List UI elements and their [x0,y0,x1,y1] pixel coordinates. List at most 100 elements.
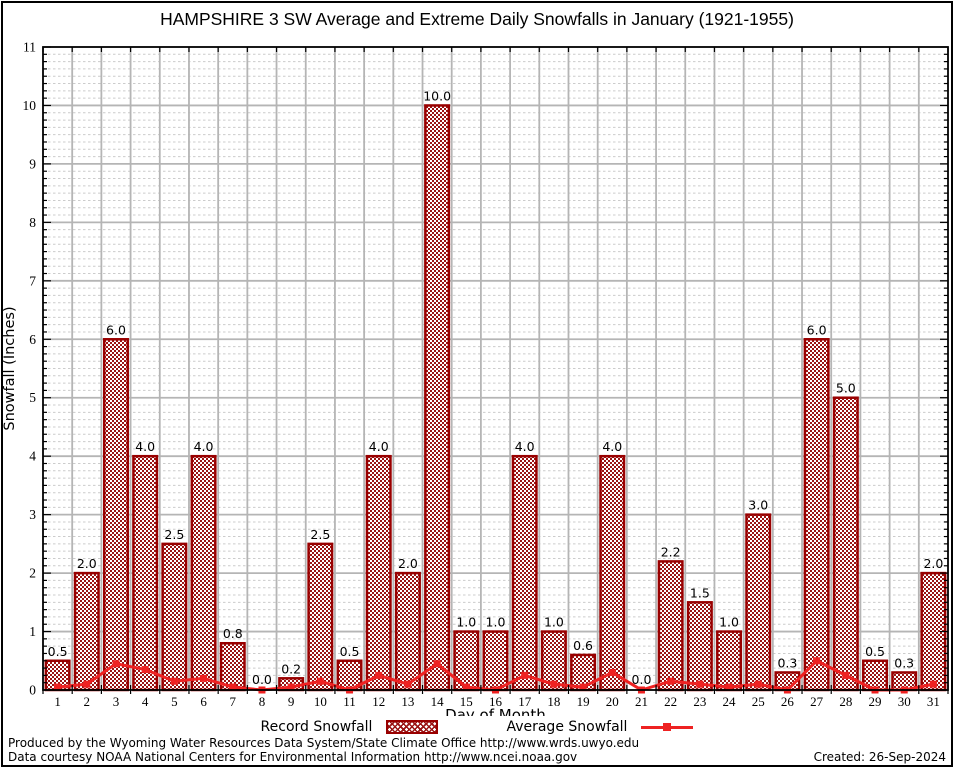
bar-day-17 [511,454,538,692]
bar-day-22 [657,560,684,692]
y-axis-tick-labels: 0 1 2 3 4 5 6 7 8 9 10 11 [23,40,37,698]
bar-value-labels: 0.5 2.0 6.0 4.0 2.5 4.0 0.8 0.0 0.2 2.5 0.5 4.0 2.0 1… [48,88,944,687]
svg-text:0.3: 0.3 [894,655,914,670]
svg-text:2: 2 [84,694,91,709]
svg-text:26: 26 [781,694,795,709]
svg-text:23: 23 [693,694,706,709]
svg-text:3: 3 [113,694,120,709]
svg-text:1: 1 [54,694,61,709]
svg-text:2.0: 2.0 [398,556,418,571]
chart-plot-area: 0.5 2.0 6.0 4.0 2.5 4.0 0.8 0.0 0.2 2.5 0.5 4.0 2.0 1… [2,40,949,716]
svg-text:4: 4 [142,694,149,709]
chart-title: HAMPSHIRE 3 SW Average and Extreme Daily… [160,9,794,29]
svg-text:12: 12 [372,694,385,709]
svg-text:6.0: 6.0 [807,322,827,337]
svg-text:22: 22 [664,694,677,709]
svg-text:20: 20 [606,694,619,709]
footer-produced-by: Produced by the Wyoming Water Resources … [8,736,640,750]
svg-text:5: 5 [171,694,178,709]
bar-day-27 [803,338,830,692]
bar-day-28 [832,396,859,692]
svg-text:15: 15 [460,694,473,709]
chart-footer: Produced by the Wyoming Water Resources … [8,736,946,764]
bar-day-12 [365,454,392,692]
svg-text:0.5: 0.5 [340,644,360,659]
svg-text:10: 10 [23,98,37,113]
svg-text:18: 18 [547,694,560,709]
svg-text:0.6: 0.6 [573,638,593,653]
bar-day-4 [132,454,159,692]
svg-text:2.5: 2.5 [164,527,184,542]
svg-text:2.0: 2.0 [77,556,97,571]
svg-text:1.0: 1.0 [486,615,506,630]
svg-text:11: 11 [23,40,36,55]
svg-text:4.0: 4.0 [602,439,622,454]
svg-text:14: 14 [431,694,445,709]
svg-text:3.0: 3.0 [748,498,768,513]
bar-day-13 [394,571,421,692]
svg-text:6.0: 6.0 [106,322,126,337]
svg-text:16: 16 [489,694,503,709]
svg-text:31: 31 [927,694,940,709]
bar-day-23 [686,601,713,692]
svg-text:0.0: 0.0 [252,672,272,687]
svg-text:1.0: 1.0 [456,615,476,630]
svg-text:0: 0 [29,683,36,698]
svg-text:9: 9 [29,156,36,171]
axis-ticks [42,46,949,694]
svg-text:4: 4 [29,449,36,464]
bar-day-24 [716,630,743,692]
svg-text:8: 8 [259,694,266,709]
svg-text:8: 8 [29,215,36,230]
svg-text:5.0: 5.0 [836,381,856,396]
svg-text:6: 6 [29,332,36,347]
svg-text:2.0: 2.0 [923,556,943,571]
svg-text:0.8: 0.8 [223,626,243,641]
svg-text:4.0: 4.0 [135,439,155,454]
svg-text:2.5: 2.5 [310,527,330,542]
bar-day-3 [102,338,129,692]
svg-text:0.2: 0.2 [281,661,301,676]
footer-data-courtesy: Data courtesy NOAA National Centers for … [8,750,578,764]
svg-text:27: 27 [810,694,824,709]
bar-day-2 [73,571,100,692]
svg-text:1.0: 1.0 [544,615,564,630]
svg-text:13: 13 [401,694,414,709]
svg-text:0.5: 0.5 [48,644,68,659]
bar-day-25 [745,513,772,692]
footer-created-date: Created: 26-Sep-2024 [813,750,946,764]
svg-text:10.0: 10.0 [423,88,451,103]
svg-text:0.3: 0.3 [777,655,797,670]
svg-text:11: 11 [343,694,356,709]
bar-day-5 [161,542,188,692]
svg-text:19: 19 [577,694,590,709]
svg-text:1: 1 [29,624,36,639]
x-axis-label: Day of Month [445,706,546,716]
svg-text:24: 24 [723,694,737,709]
svg-text:4.0: 4.0 [194,439,214,454]
svg-text:30: 30 [898,694,911,709]
svg-text:28: 28 [839,694,852,709]
average-snowfall-line-icon [641,720,694,734]
svg-text:0.5: 0.5 [865,644,885,659]
svg-text:10: 10 [314,694,327,709]
svg-text:17: 17 [518,694,532,709]
legend-average-label: Average Snowfall [506,719,628,735]
chart-legend: Record Snowfall Average Snowfall [0,719,954,735]
bar-day-7 [219,641,246,692]
svg-text:9: 9 [288,694,295,709]
svg-text:25: 25 [752,694,765,709]
bar-day-10 [307,542,334,692]
svg-text:2: 2 [29,566,36,581]
x-axis-tick-labels: 1 2 3 4 5 6 7 8 9 10 11 12 13 14 15 16 17 18 19 20 21 22 23 24 2… [54,694,940,709]
svg-text:2.2: 2.2 [661,544,681,559]
bar-day-16 [482,630,509,692]
y-axis-label: Snowfall (Inches) [2,306,18,430]
svg-text:29: 29 [869,694,882,709]
svg-text:6: 6 [200,694,207,709]
svg-text:4.0: 4.0 [369,439,389,454]
svg-text:7: 7 [230,694,237,709]
svg-text:3: 3 [29,507,36,522]
bar-day-14 [424,104,451,692]
